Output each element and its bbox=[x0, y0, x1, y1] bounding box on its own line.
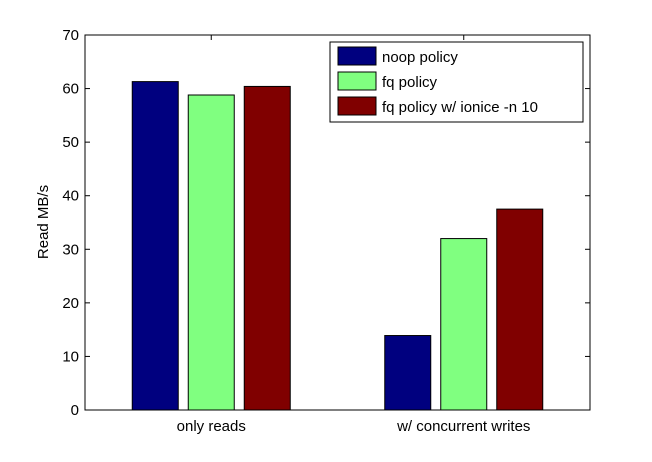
legend-swatch bbox=[337, 46, 377, 66]
bars bbox=[131, 81, 544, 411]
legend-label: fq policy bbox=[382, 74, 438, 91]
legend-swatch bbox=[337, 71, 377, 91]
y-tick-label: 50 bbox=[62, 134, 79, 151]
y-tick-label: 20 bbox=[62, 295, 79, 312]
y-axis: 0 10 20 30 40 50 60 70 bbox=[62, 27, 590, 419]
y-axis-label: Read MB/s bbox=[35, 185, 52, 259]
y-tick-label: 30 bbox=[62, 241, 79, 258]
legend-swatch bbox=[337, 96, 377, 116]
legend-label: noop policy bbox=[382, 49, 458, 66]
y-tick-label: 10 bbox=[62, 348, 79, 365]
y-tick-label: 40 bbox=[62, 188, 79, 205]
bar-fq-policy-w-ionice-n-10-0 bbox=[243, 85, 291, 411]
legend: noop policy fq policy fq policy w/ ionice … bbox=[329, 41, 584, 123]
bar-noop-policy-1 bbox=[384, 335, 432, 411]
legend-label: fq policy w/ ionice -n 10 bbox=[382, 99, 538, 116]
bar-fq-policy-1 bbox=[440, 238, 488, 411]
bar-noop-policy-0 bbox=[131, 81, 179, 411]
y-tick-label: 0 bbox=[71, 402, 79, 419]
x-axis: only reads w/ concurrent writes bbox=[177, 35, 530, 435]
y-tick-label: 70 bbox=[62, 27, 79, 44]
bar-fq-policy-w-ionice-n-10-1 bbox=[496, 208, 544, 411]
x-tick-label: only reads bbox=[177, 418, 246, 435]
y-tick-label: 60 bbox=[62, 81, 79, 98]
x-tick-label: w/ concurrent writes bbox=[396, 418, 530, 435]
bar-fq-policy-0 bbox=[187, 94, 235, 411]
